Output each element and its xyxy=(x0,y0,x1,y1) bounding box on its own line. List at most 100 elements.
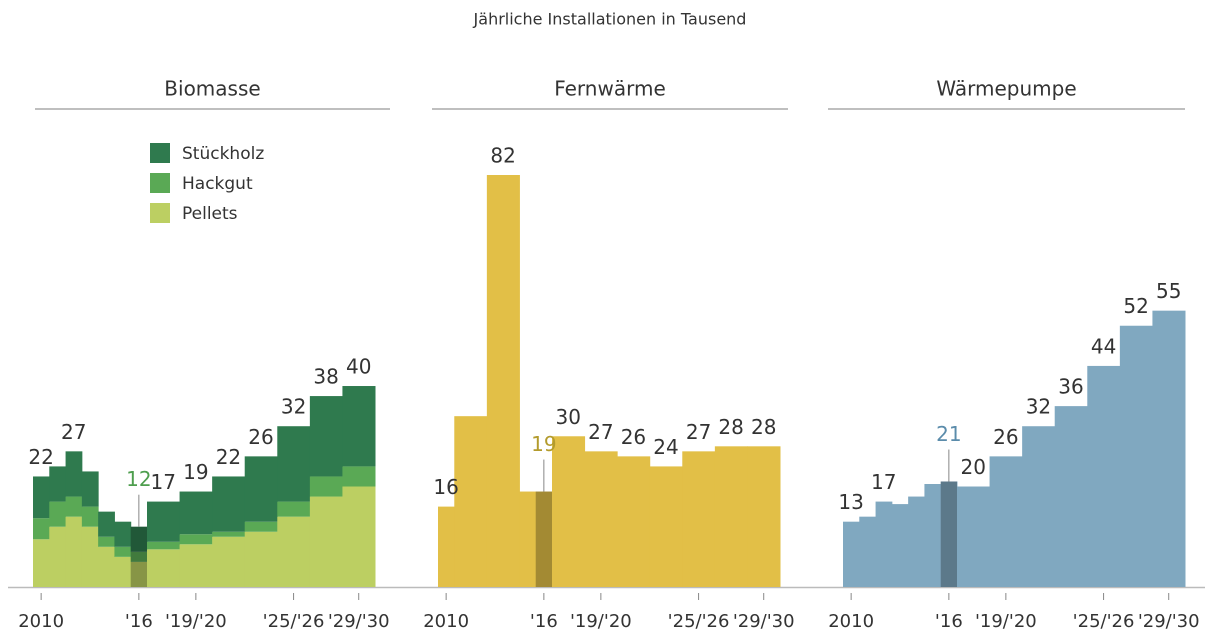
value-label: 44 xyxy=(1091,334,1116,358)
highlight xyxy=(535,491,552,587)
panel-title: Fernwärme xyxy=(554,77,666,101)
area-step xyxy=(81,471,99,507)
x-tick-label: '25/'26 xyxy=(1073,611,1135,632)
area-step xyxy=(81,526,99,587)
area-step xyxy=(49,501,67,527)
bar-step xyxy=(649,466,683,587)
area-step xyxy=(342,386,376,467)
area-step xyxy=(33,476,50,519)
area-step xyxy=(244,531,278,587)
x-tick-label: 2010 xyxy=(828,611,874,632)
value-label: 24 xyxy=(653,435,678,459)
value-label: 19 xyxy=(531,432,556,456)
x-tick-label: '16 xyxy=(125,611,153,632)
bar-step xyxy=(486,175,520,587)
area-step xyxy=(212,531,246,537)
area-step xyxy=(309,496,343,587)
bar-step xyxy=(747,446,781,587)
area-step xyxy=(49,526,67,587)
area-step xyxy=(98,511,115,537)
bar-step xyxy=(908,496,925,587)
area-step xyxy=(114,556,132,587)
value-label: 27 xyxy=(686,420,711,444)
area-step xyxy=(65,451,83,497)
x-tick-label: '25/'26 xyxy=(668,611,730,632)
value-label: 38 xyxy=(313,365,338,389)
area-step xyxy=(33,539,50,587)
value-label: 36 xyxy=(1058,375,1083,399)
bar-step xyxy=(454,416,488,587)
value-label: 20 xyxy=(961,455,986,479)
panel-title: Wärmepumpe xyxy=(936,77,1076,101)
area-step xyxy=(147,541,181,550)
highlight xyxy=(940,481,957,587)
bar-step xyxy=(714,446,748,587)
legend-swatch xyxy=(150,173,170,193)
bar-step xyxy=(1022,426,1056,587)
value-label: 52 xyxy=(1123,294,1148,318)
area-step xyxy=(130,551,148,562)
area-step xyxy=(114,521,132,547)
legend-swatch xyxy=(150,203,170,223)
bar-step xyxy=(584,451,618,587)
value-label: 28 xyxy=(751,415,776,439)
area-step xyxy=(65,496,83,517)
value-label: 28 xyxy=(718,415,743,439)
value-label: 27 xyxy=(61,420,86,444)
value-label: 22 xyxy=(216,445,241,469)
value-label: 19 xyxy=(183,460,208,484)
value-label: 22 xyxy=(28,445,53,469)
value-label: 26 xyxy=(248,425,273,449)
value-label: 17 xyxy=(151,470,176,494)
value-label: 40 xyxy=(346,355,371,379)
area-step xyxy=(179,491,213,535)
x-tick-label: '29/'30 xyxy=(1138,611,1200,632)
value-label: 16 xyxy=(433,475,458,499)
value-label: 55 xyxy=(1156,279,1181,303)
value-label: 32 xyxy=(1026,395,1051,419)
bar-step xyxy=(989,456,1023,587)
area-step xyxy=(130,526,148,552)
area-step xyxy=(342,466,376,487)
area-step xyxy=(33,518,50,540)
area-step xyxy=(212,476,246,532)
bar-step xyxy=(1087,365,1121,587)
legend-label: Pellets xyxy=(182,204,238,224)
bar-step xyxy=(940,481,958,587)
area-step xyxy=(98,536,115,547)
area-step xyxy=(342,486,376,587)
bar-step xyxy=(617,456,651,587)
x-tick-label: '16 xyxy=(530,611,558,632)
bar-step xyxy=(552,436,586,587)
bar-step xyxy=(957,486,991,587)
bar-step xyxy=(1054,406,1088,587)
area-step xyxy=(147,501,181,542)
x-tick-label: '25/'26 xyxy=(263,611,325,632)
area-step xyxy=(212,536,246,587)
value-label: 82 xyxy=(490,144,515,168)
value-label: 27 xyxy=(588,420,613,444)
bar-step xyxy=(438,506,455,587)
bar-step xyxy=(682,451,716,587)
area-step xyxy=(49,466,67,502)
value-label: 17 xyxy=(871,470,896,494)
x-tick-label: '29/'30 xyxy=(733,611,795,632)
bar-step xyxy=(1119,325,1153,587)
panel-title: Biomasse xyxy=(164,77,260,101)
area-step xyxy=(277,516,311,587)
area-step xyxy=(277,501,311,517)
bar-step xyxy=(535,491,553,587)
chart-title: Jährliche Installationen in Tausend xyxy=(473,10,747,29)
legend-swatch xyxy=(150,143,170,163)
area-step xyxy=(147,549,181,587)
x-tick-label: '16 xyxy=(935,611,963,632)
bar-step xyxy=(843,521,860,587)
area-step xyxy=(81,506,99,527)
x-tick-label: 2010 xyxy=(18,611,64,632)
area-step xyxy=(65,516,83,587)
legend-label: Stückholz xyxy=(182,144,264,164)
bar-step xyxy=(1152,310,1186,587)
x-tick-label: '19/'20 xyxy=(165,611,227,632)
area-step xyxy=(179,544,213,587)
